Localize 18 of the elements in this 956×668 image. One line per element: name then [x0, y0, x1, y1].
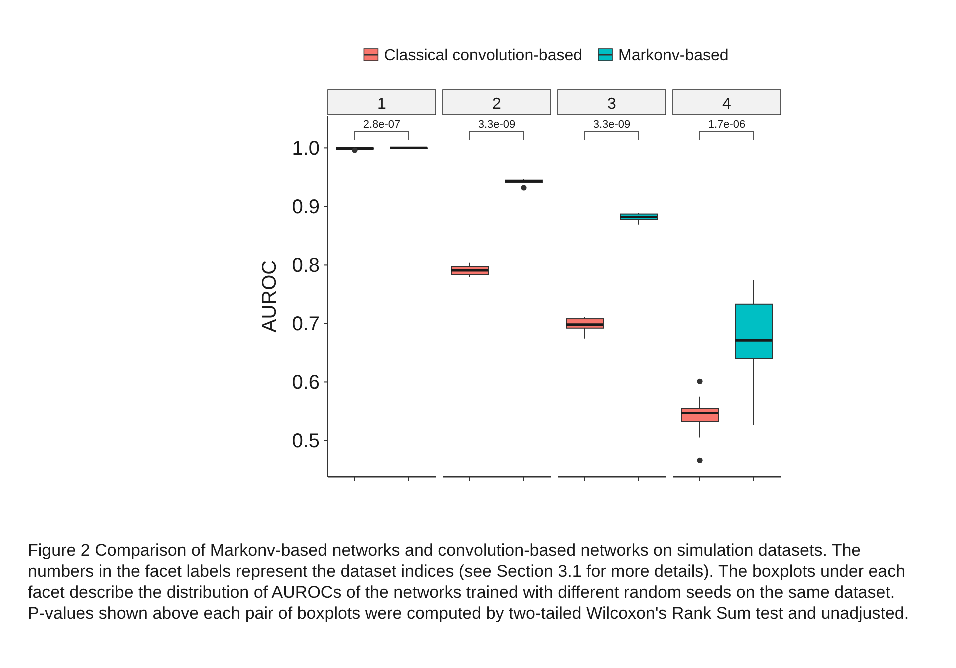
annotation: 3.3e-09 — [478, 119, 516, 131]
y-tick-label: 0.5 — [292, 430, 320, 453]
annotation: 2.8e-07 — [363, 119, 401, 131]
y-tick-label: 0.8 — [292, 255, 320, 278]
x-tick-label: 1 — [378, 96, 387, 113]
x-tick-label: 4 — [722, 96, 732, 113]
caption: Figure 2 Comparison of Markonv-based networks and convolution-based networks on simulation datasets. The numbers in the facet labels represent the dataset indices (see Section 3.1 for more details). The boxplots under each facet describe the distribution of AUROCs of the networks trained with different random seeds on the same dataset. P-values shown above each pair of boxplots were computed by two-tailed Wilcoxon's Rank Sum test and unadjusted. — [28, 541, 910, 623]
y-tick-label: 1.0 — [292, 138, 320, 160]
y-tick-label: 0.7 — [292, 314, 320, 336]
y-tick-label: 0.9 — [292, 196, 320, 219]
annotation: 3.3e-09 — [593, 119, 631, 131]
x-tick-label: 3 — [608, 96, 617, 113]
x-tick-label: 2 — [492, 96, 502, 113]
y-axis-title: AUROC — [259, 260, 281, 333]
legend-label: Classical convolution-based — [384, 48, 583, 65]
annotation: 1.7e-06 — [708, 119, 746, 131]
legend-label: Markonv-based — [618, 48, 729, 65]
y-tick-label: 0.6 — [292, 372, 320, 394]
